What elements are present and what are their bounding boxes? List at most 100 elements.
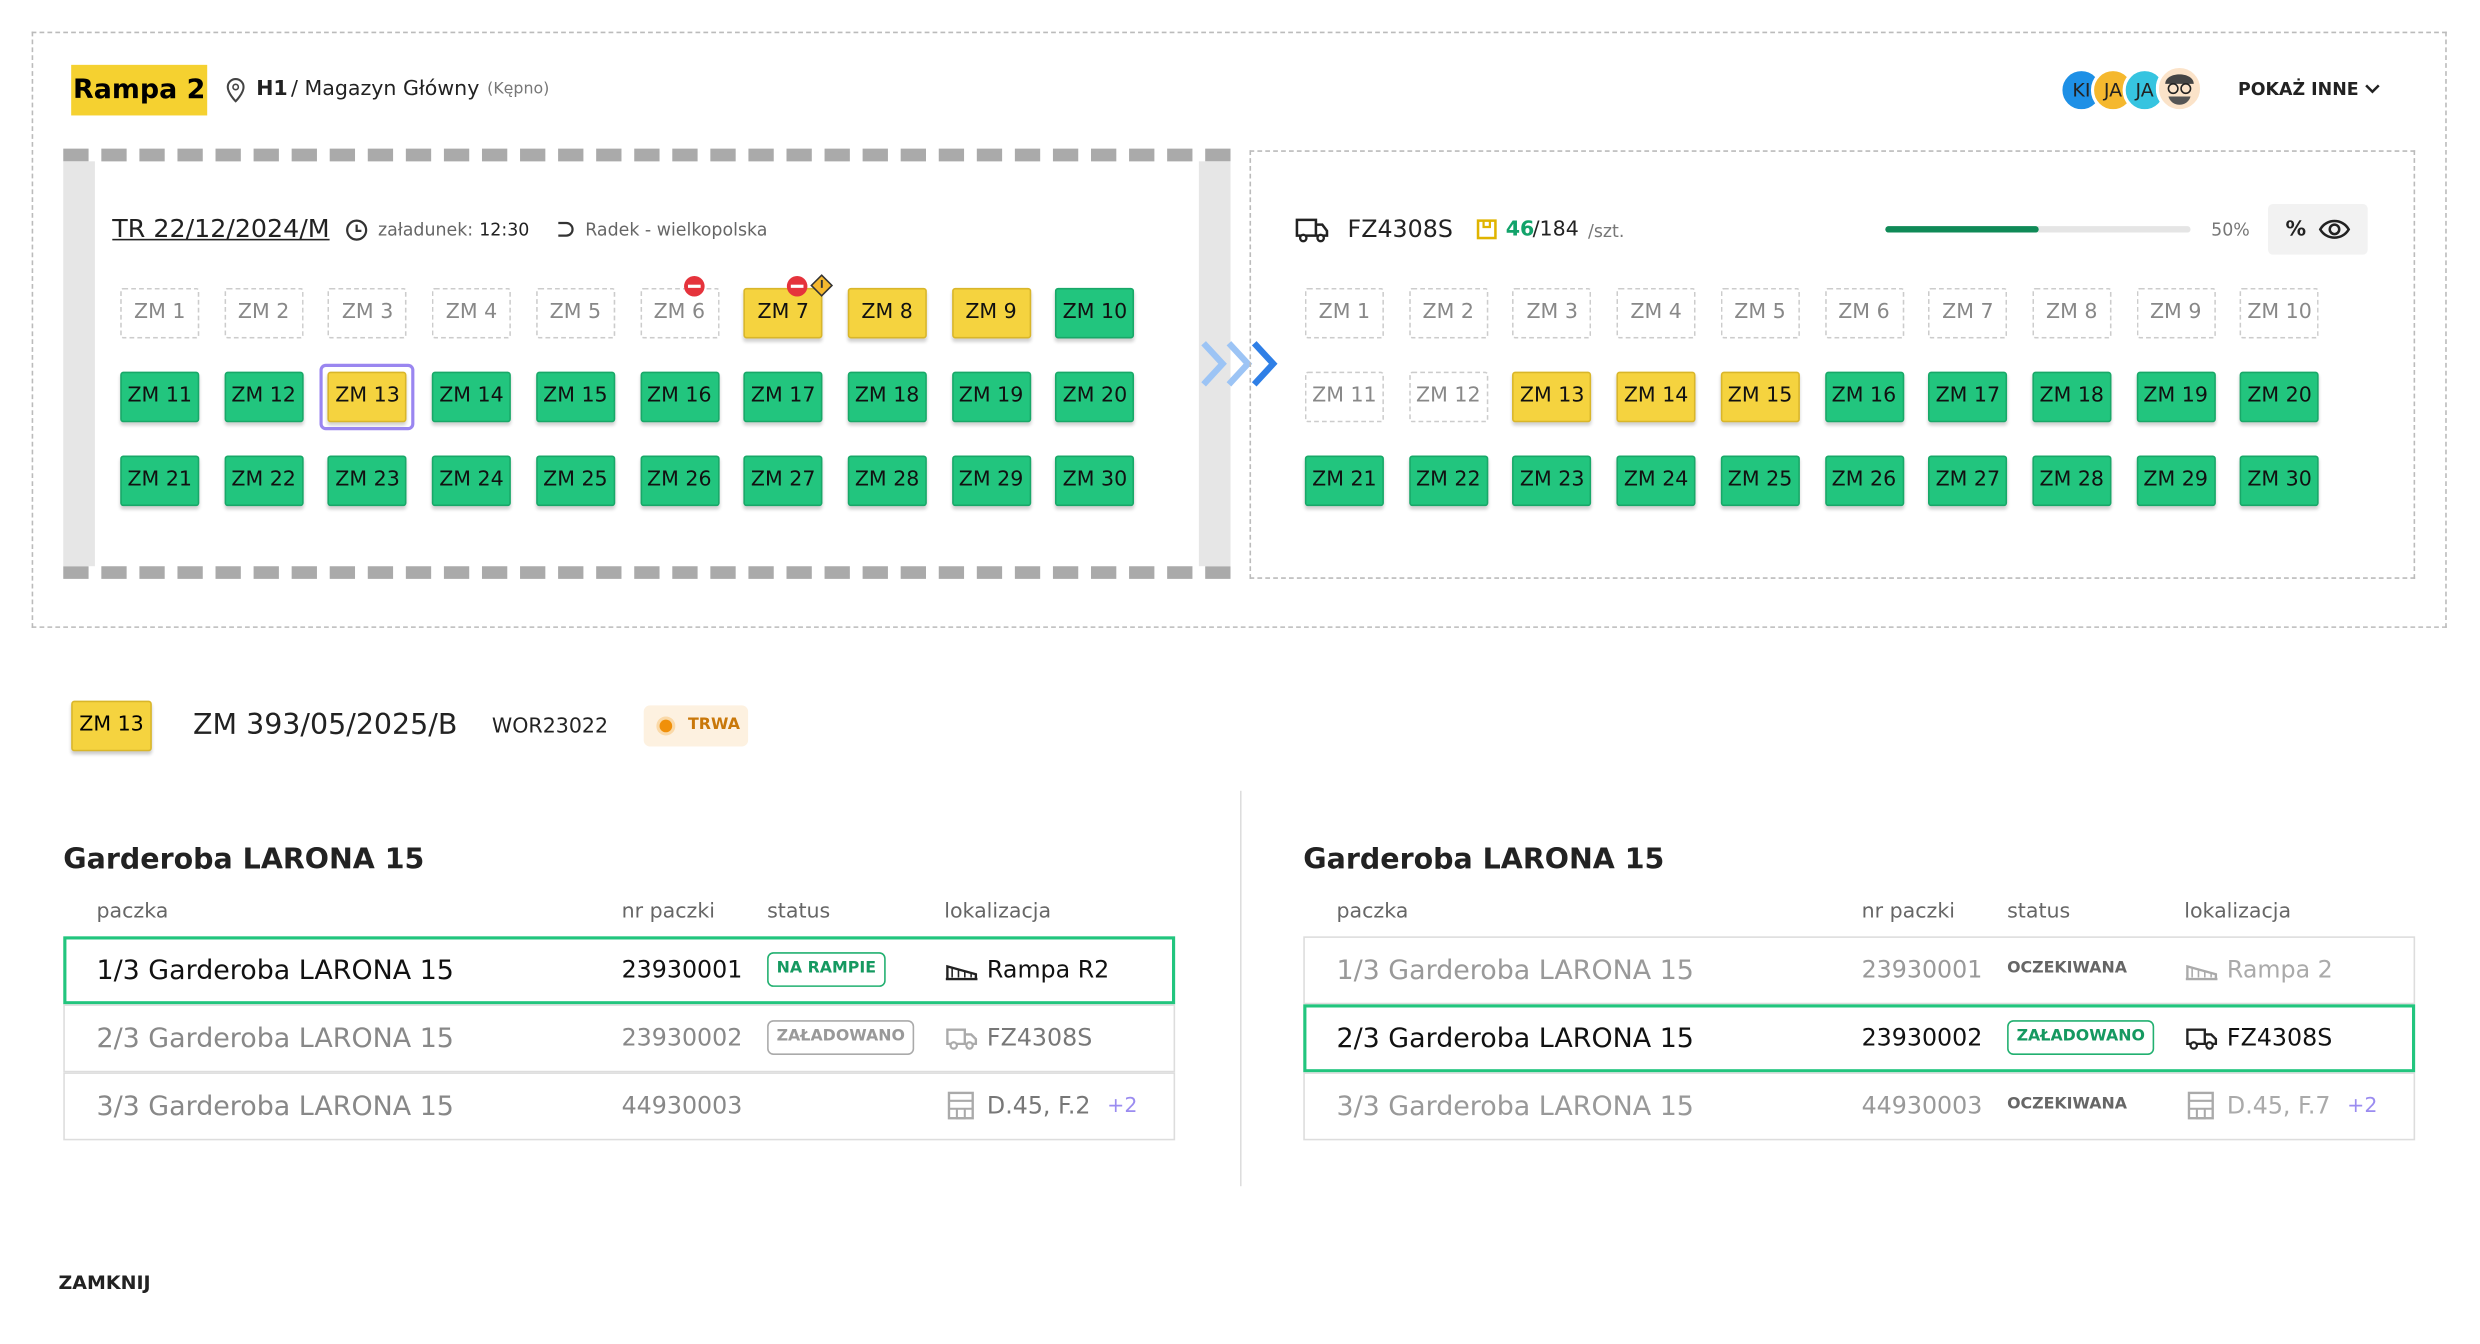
slot[interactable]: ZM 25 — [535, 455, 615, 507]
slot[interactable]: ZM 13 — [328, 371, 408, 423]
table-row[interactable] — [63, 936, 1176, 1005]
order-id: ZM 393/05/2025/B — [192, 708, 458, 742]
slot[interactable]: ZM 15 — [535, 371, 615, 423]
slot[interactable]: ZM 12 — [1408, 371, 1488, 423]
location-icon — [2184, 955, 2219, 983]
slot[interactable]: ZM 19 — [951, 371, 1031, 423]
slot[interactable]: ZM 9 — [2136, 287, 2216, 339]
column-header: status — [767, 899, 831, 924]
slot[interactable]: ZM 6 — [1824, 287, 1904, 339]
package-name: 3/3 Garderoba LARONA 15 — [96, 1091, 454, 1123]
slot[interactable]: ZM 8 — [2032, 287, 2112, 339]
slot[interactable]: ZM 13 — [1512, 371, 1592, 423]
column-header: lokalizacja — [944, 899, 1052, 924]
close-button[interactable]: ZAMKNIJ — [58, 1271, 151, 1294]
table-row[interactable] — [63, 1072, 1176, 1141]
slot[interactable]: ZM 11 — [120, 371, 200, 423]
slot[interactable]: ZM 8 — [847, 287, 927, 339]
clock-icon — [346, 219, 368, 241]
slot[interactable]: ZM 6 — [639, 287, 719, 339]
detail-slot: ZM 13 — [71, 700, 152, 752]
table-row[interactable] — [1303, 1004, 2416, 1073]
slot[interactable]: ZM 1 — [1304, 287, 1384, 339]
slot[interactable]: ZM 9 — [951, 287, 1031, 339]
slot[interactable]: ZM 26 — [1824, 455, 1904, 507]
table-row[interactable] — [1303, 1072, 2416, 1141]
slot[interactable]: ZM 29 — [951, 455, 1031, 507]
slot[interactable]: ZM 30 — [2240, 455, 2320, 507]
slot[interactable]: ZM 25 — [1720, 455, 1800, 507]
slot[interactable]: ZM 7 — [1928, 287, 2008, 339]
blocked-icon-shape — [683, 275, 704, 297]
slot[interactable]: ZM 5 — [1720, 287, 1800, 339]
slot[interactable]: ZM 3 — [328, 287, 408, 339]
slot[interactable]: ZM 3 — [1512, 287, 1592, 339]
show-more[interactable]: POKAŻ INNE — [2238, 79, 2359, 100]
table-row[interactable] — [1303, 936, 2416, 1005]
slot[interactable]: ZM 27 — [743, 455, 823, 507]
percent-toggle[interactable] — [2268, 204, 2368, 255]
slot[interactable]: ZM 14 — [431, 371, 512, 423]
chevron-down[interactable] — [2363, 81, 2382, 97]
trailer-id: TR 22/12/2024/M — [112, 213, 330, 244]
slot[interactable]: ZM 4 — [1616, 287, 1696, 339]
status-badge: OCZEKIWANA — [2007, 1096, 2128, 1114]
slot[interactable]: ZM 30 — [1055, 455, 1135, 507]
slot[interactable]: ZM 27 — [1928, 455, 2008, 507]
slot[interactable]: ZM 2 — [1408, 287, 1488, 339]
slot[interactable]: ZM 10 — [1055, 287, 1135, 339]
table-title: Garderoba LARONA 15 — [63, 843, 425, 877]
slot[interactable]: ZM 16 — [1824, 371, 1904, 423]
slot[interactable]: ZM 7 — [743, 287, 823, 339]
truck-icon — [1295, 218, 1329, 243]
slot[interactable]: ZM 28 — [847, 455, 927, 507]
slot[interactable]: ZM 5 — [535, 287, 615, 339]
slot[interactable]: ZM 20 — [1055, 371, 1135, 423]
slot[interactable]: ZM 14 — [1616, 371, 1696, 423]
location-extra: +2 — [1107, 1094, 1138, 1119]
total-count: /184 — [1532, 218, 1579, 242]
slot[interactable]: ZM 18 — [847, 371, 927, 423]
percent-toggle-label[interactable]: % — [2285, 218, 2307, 242]
package-number: 23930001 — [1861, 955, 1983, 984]
slot[interactable]: ZM 23 — [328, 455, 408, 507]
package-number: 23930002 — [1861, 1023, 1983, 1052]
package-name: 1/3 Garderoba LARONA 15 — [96, 955, 454, 987]
top-frame — [31, 31, 2447, 628]
slot[interactable]: ZM 23 — [1512, 455, 1592, 507]
slot[interactable]: ZM 1 — [120, 287, 200, 339]
slot[interactable]: ZM 28 — [2032, 455, 2112, 507]
slot[interactable]: ZM 16 — [639, 371, 719, 423]
table-title: Garderoba LARONA 15 — [1303, 843, 1665, 877]
slot[interactable]: ZM 17 — [743, 371, 823, 423]
slot[interactable]: ZM 24 — [1616, 455, 1696, 507]
slot[interactable]: ZM 20 — [2240, 371, 2320, 423]
progress-fill — [1885, 226, 2038, 233]
slot[interactable]: ZM 26 — [639, 455, 719, 507]
slot[interactable]: ZM 24 — [431, 455, 512, 507]
column-header: nr paczki — [621, 899, 715, 924]
slot[interactable]: ZM 10 — [2240, 287, 2320, 339]
slot[interactable]: ZM 12 — [224, 371, 304, 423]
slot[interactable]: ZM 17 — [1928, 371, 2008, 423]
slot[interactable]: ZM 22 — [224, 455, 304, 507]
divider — [1239, 790, 1242, 1187]
slot[interactable]: ZM 19 — [2136, 371, 2216, 423]
slot[interactable]: ZM 29 — [2136, 455, 2216, 507]
table-row[interactable] — [63, 1004, 1176, 1073]
slot[interactable]: ZM 11 — [1304, 371, 1384, 423]
status-badge: OCZEKIWANA — [2007, 960, 2128, 978]
slot[interactable]: ZM 4 — [431, 287, 512, 339]
location: Rampa R2 — [986, 955, 1110, 984]
order-code: WOR23022 — [491, 714, 609, 739]
slot[interactable]: ZM 2 — [224, 287, 304, 339]
eye-icon[interactable] — [2317, 217, 2352, 242]
slot[interactable]: ZM 21 — [120, 455, 200, 507]
slot[interactable]: ZM 22 — [1408, 455, 1488, 507]
slot[interactable]: ZM 15 — [1720, 371, 1800, 423]
avatar-photo — [2155, 64, 2204, 113]
slot[interactable]: ZM 18 — [2032, 371, 2112, 423]
slot[interactable]: ZM 21 — [1304, 455, 1384, 507]
location: Rampa 2 — [2226, 955, 2333, 984]
